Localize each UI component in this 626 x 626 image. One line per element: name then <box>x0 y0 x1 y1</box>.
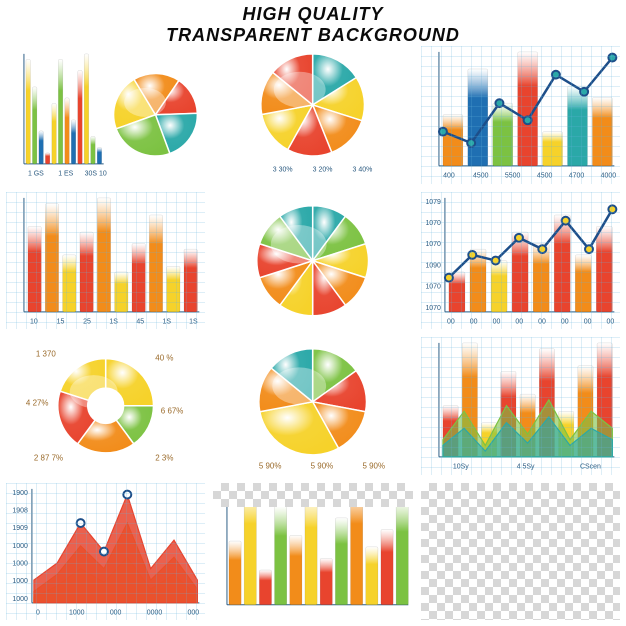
panel-r1c3: 40045005500450047004000 <box>421 46 620 184</box>
title-line-1: HIGH QUALITY <box>0 4 626 25</box>
panel-r4c2 <box>213 483 412 621</box>
page-title: HIGH QUALITY TRANSPARENT BACKGROUND <box>0 4 626 45</box>
panel-r4c3 <box>421 483 620 621</box>
svg-text:1 370: 1 370 <box>36 350 57 359</box>
svg-text:5 90%: 5 90% <box>311 462 334 471</box>
title-line-2: TRANSPARENT BACKGROUND <box>0 25 626 46</box>
chart-grid: 1 GS 1 ES 30S 10 3 30% 3 20% 3 40% 400450055… <box>6 46 620 620</box>
svg-text:30S 10: 30S 10 <box>85 171 107 178</box>
svg-text:5 90%: 5 90% <box>363 462 386 471</box>
panel-r3c1: 1 370 4 27% 40 % 6 67% 2 87 7% 2 3% <box>6 337 205 475</box>
panel-r3c2: 5 90% 5 90% 5 90% <box>213 337 412 475</box>
svg-text:4 27%: 4 27% <box>26 399 49 408</box>
svg-text:2 87 7%: 2 87 7% <box>34 454 63 463</box>
panel-r2c2 <box>213 192 412 330</box>
svg-text:3 40%: 3 40% <box>353 167 373 174</box>
svg-text:40 %: 40 % <box>155 354 173 363</box>
panel-r3c3: 10Sy4 5SyCScen <box>421 337 620 475</box>
panel-r1c1: 1 GS 1 ES 30S 10 <box>6 46 205 184</box>
panel-r4c1: 1900190819091000100010001000010000000000… <box>6 483 205 621</box>
transparency-checker <box>213 483 412 508</box>
svg-text:5 90%: 5 90% <box>259 462 282 471</box>
svg-text:1 GS: 1 GS <box>28 171 44 178</box>
transparency-checker <box>421 483 620 621</box>
svg-text:6 67%: 6 67% <box>161 407 184 416</box>
svg-text:3 30%: 3 30% <box>273 167 293 174</box>
panel-r2c1: 1015251S451S1S <box>6 192 205 330</box>
panel-r2c3: 0000000000000000107910701070109010701070 <box>421 192 620 330</box>
svg-text:3 20%: 3 20% <box>313 167 333 174</box>
svg-text:2 3%: 2 3% <box>155 454 173 463</box>
svg-text:1 ES: 1 ES <box>58 171 73 178</box>
panel-r1c2: 3 30% 3 20% 3 40% <box>213 46 412 184</box>
